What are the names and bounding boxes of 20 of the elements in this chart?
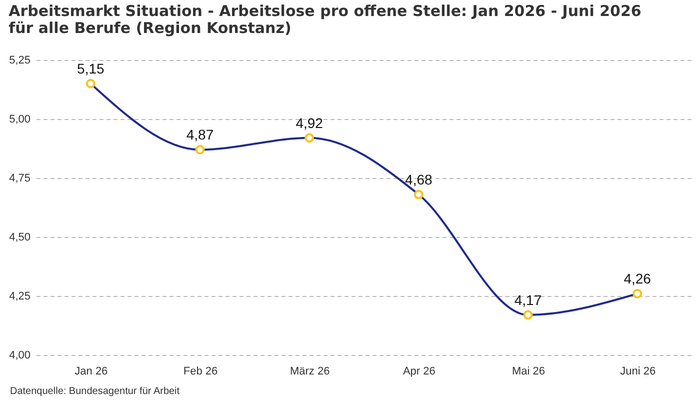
x-tick-label: Jan 26 <box>74 366 108 378</box>
data-label: 4,68 <box>405 172 433 188</box>
data-label: 4,92 <box>296 114 324 131</box>
x-tick-label: Feb 26 <box>183 366 218 378</box>
y-tick-label: 4,00 <box>9 350 30 362</box>
text: Datenquelle: Bundesagentur für Arbeit <box>10 386 180 397</box>
y-tick-label: 5,00 <box>9 114 30 126</box>
y-tick-label: 4,50 <box>9 232 30 244</box>
data-label: 5,15 <box>77 60 105 77</box>
chart-title: Arbeitsmarkt Situation - Arbeitslose pro offene Stelle: Jan 2026 - Juni 2026 für alle Berufe (Region Konstanz) <box>8 2 642 37</box>
x-tick-label: Apr 26 <box>402 366 436 378</box>
data-label: 4,26 <box>624 270 652 287</box>
y-tick-label: 4,75 <box>9 172 30 184</box>
data-label: 4,87 <box>186 126 214 143</box>
x-tick-label: Mai 26 <box>512 366 546 378</box>
y-tick-label: 5,25 <box>9 54 30 66</box>
x-tick-label: März 26 <box>290 366 330 378</box>
x-tick-label: Juni 26 <box>620 366 656 378</box>
data-label: 4,17 <box>514 292 542 308</box>
y-tick-label: 4,25 <box>9 290 30 302</box>
